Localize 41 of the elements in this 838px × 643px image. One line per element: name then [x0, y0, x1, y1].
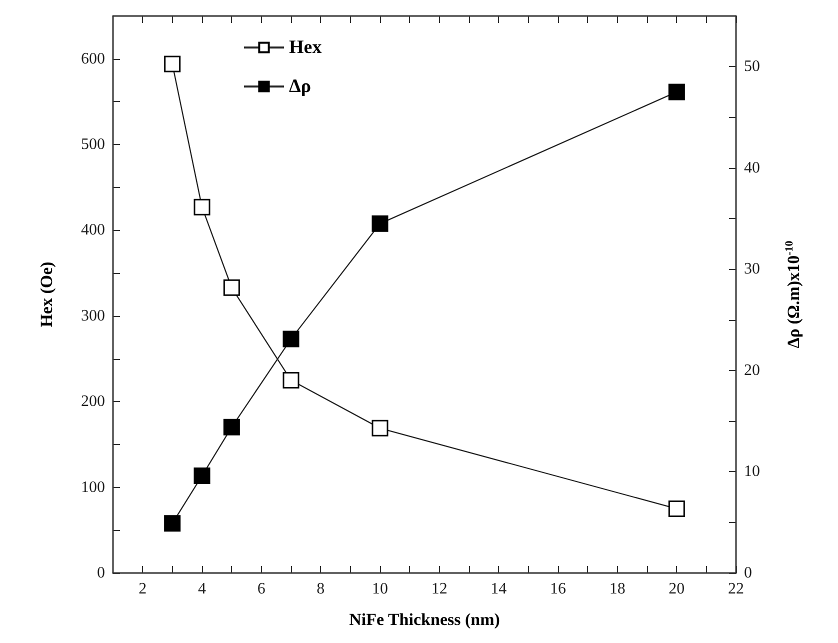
x-tick-label: 6: [257, 580, 266, 598]
x-tick-label: 18: [609, 580, 626, 598]
y2-tick-label: 30: [744, 260, 760, 278]
y2-tick-label: 40: [744, 159, 760, 176]
point: [668, 84, 685, 100]
x-tick-label: 8: [316, 580, 325, 598]
x-tick-label: 20: [668, 580, 685, 598]
y-tick-label: 200: [81, 393, 105, 410]
point: [194, 198, 210, 216]
y-tick-label: 0: [97, 564, 105, 582]
point: [164, 56, 181, 72]
x-tick-label: 2: [138, 580, 147, 598]
y-axis-title: Hex (Oe): [37, 262, 56, 328]
legend-label: Hex: [289, 37, 322, 58]
y-tick-label: 100: [81, 478, 105, 496]
point: [223, 418, 240, 436]
point: [372, 215, 388, 232]
point: [668, 500, 685, 517]
y-tick-label: 300: [81, 307, 105, 324]
point: [194, 468, 210, 484]
y-tick-label: 400: [81, 222, 105, 239]
y2-tick-label: 10: [744, 463, 760, 480]
x-tick-label: 10: [372, 580, 388, 598]
y-tick-label: 500: [81, 136, 105, 154]
y2-tick-label: 20: [744, 362, 760, 379]
y2-tick-label: 50: [744, 58, 760, 76]
x-tick-label: 14: [490, 580, 507, 598]
point: [223, 279, 240, 296]
point: [282, 330, 300, 348]
y2-axis-title: Δρ (Ω.m)x10-10: [784, 240, 803, 348]
point: [282, 372, 300, 388]
x-axis-title: NiFe Thickness (nm): [349, 610, 500, 629]
y2-tick-label: 0: [744, 564, 752, 582]
x-tick-label: 16: [550, 580, 566, 598]
point: [164, 515, 181, 532]
x-tick-label: 4: [198, 580, 206, 598]
x-tick-label: 12: [431, 580, 448, 598]
x-tick-label: 22: [728, 580, 744, 598]
y-tick-label: 600: [81, 50, 105, 68]
legend-label: Δρ: [289, 76, 312, 97]
point: [372, 420, 388, 436]
